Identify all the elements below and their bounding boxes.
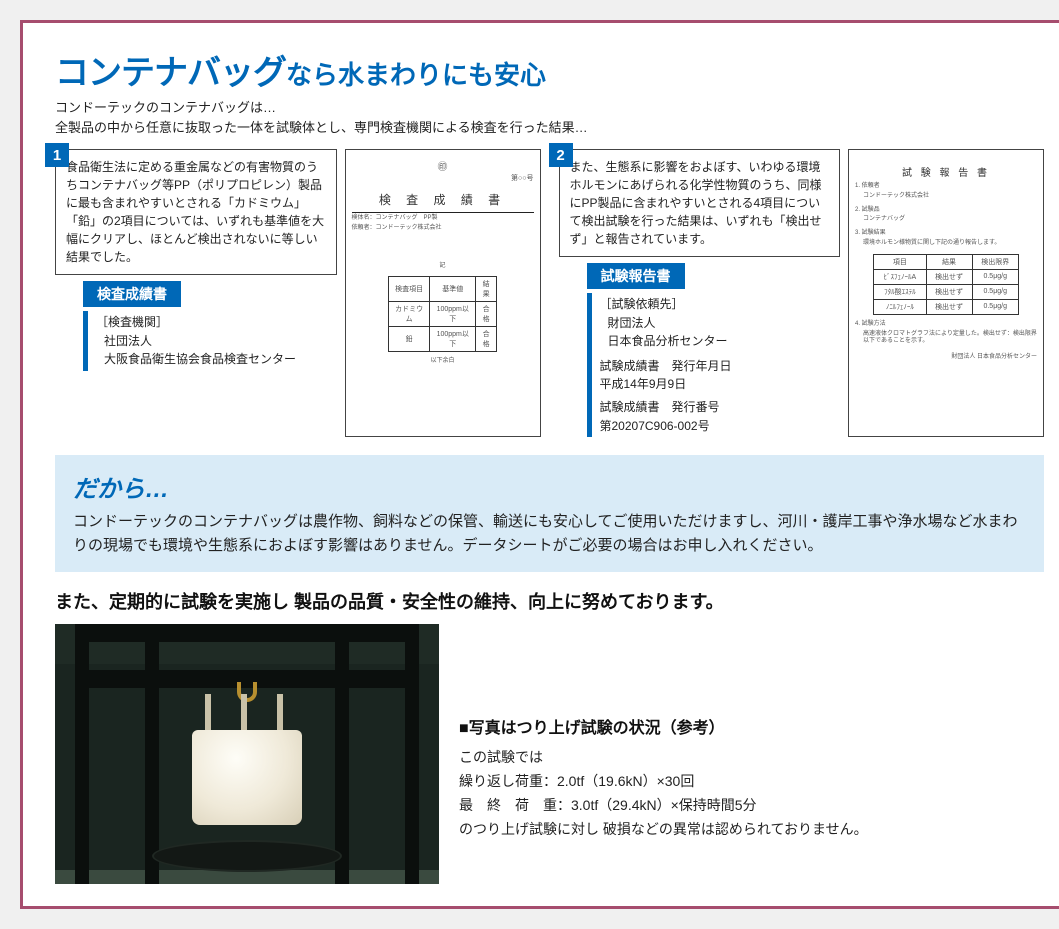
dakara-box: だから… コンドーテックのコンテナバッグは農作物、飼料などの保管、輸送にも安心し… — [55, 455, 1044, 572]
doc-box-2: 試 験 報 告 書 1. 依頼者 コンドーテック株式会社 2. 試験品 コンテナ… — [848, 149, 1044, 437]
photo-line-2: 最 終 荷 重：3.0tf（29.4kN）×保持時間5分 — [459, 794, 1044, 818]
evidence-col-1: 1 食品衛生法に定める重金属などの有害物質のうちコンテナバッグ等PP（ポリプロピ… — [55, 149, 541, 437]
page-frame: コンテナバッグなら水まわりにも安心 コンドーテックのコンテナバッグは… 全製品の… — [20, 20, 1059, 909]
info-body-1: ［検査機関］ 社団法人 大阪食品衛生協会食品検査センター — [83, 311, 337, 371]
doc-title-2: 試 験 報 告 書 — [855, 164, 1037, 179]
info-block-2: 試験報告書 ［試験依頼先］ 財団法人 日本食品分析センター 試験成績書 発行年月… — [559, 263, 841, 437]
info-org-1b: 大阪食品衛生協会食品検査センター — [104, 350, 337, 369]
photo-line-3: のつり上げ試験に対し 破損などの異常は認められておりません。 — [459, 818, 1044, 842]
info-date: 平成14年9月9日 — [600, 375, 841, 394]
photo-body: この試験では 繰り返し荷重：2.0tf（19.6kN）×30回 最 終 荷 重：… — [459, 746, 1044, 841]
intro-line-2: 全製品の中から任意に抜取った一体を試験体とし、専門検査機関による検査を行った結果… — [55, 118, 1044, 138]
dakara-body: コンドーテックのコンテナバッグは農作物、飼料などの保管、輸送にも安心してご使用い… — [73, 510, 1026, 558]
info-date-label: 試験成績書 発行年月日 — [600, 357, 841, 376]
desc-box-2: また、生態系に影響をおよぼす、いわゆる環境ホルモンにあげられる化学性物質のうち、… — [559, 149, 841, 257]
info-num-label: 試験成績書 発行番号 — [600, 398, 841, 417]
badge-1: 1 — [45, 143, 69, 167]
info-org-1a: 社団法人 — [104, 332, 337, 351]
content: コンテナバッグなら水まわりにも安心 コンドーテックのコンテナバッグは… 全製品の… — [35, 35, 1059, 894]
info-num: 第20207C906-002号 — [600, 417, 841, 436]
photo-caption: ■写真はつり上げ試験の状況（参考） この試験では 繰り返し荷重：2.0tf（19… — [459, 714, 1044, 841]
photo-lead: この試験では — [459, 746, 1044, 770]
evidence-col-2: 2 また、生態系に影響をおよぼす、いわゆる環境ホルモンにあげられる化学性物質のう… — [559, 149, 1045, 437]
intro: コンドーテックのコンテナバッグは… 全製品の中から任意に抜取った一体を試験体とし… — [35, 98, 1059, 149]
test-photo — [55, 624, 439, 884]
doc-table-1: 検査項目基準値結果 カドミウム100ppm以下合格 鉛100ppm以下合格 — [388, 276, 497, 352]
photo-title: ■写真はつり上げ試験の状況（参考） — [459, 714, 1044, 738]
info-org-2a: 財団法人 — [608, 314, 841, 333]
info-body-2: ［試験依頼先］ 財団法人 日本食品分析センター 試験成績書 発行年月日 平成14… — [587, 293, 841, 437]
doc-right-1: 第○○号 — [352, 173, 534, 183]
intro-line-1: コンドーテックのコンテナバッグは… — [55, 98, 1044, 118]
info-label-1: 検査成績書 — [83, 281, 181, 307]
info-block-1: 検査成績書 ［検査機関］ 社団法人 大阪食品衛生協会食品検査センター — [55, 281, 337, 371]
dakara-title: だから… — [73, 469, 1026, 504]
info-org-2b: 日本食品分析センター — [608, 332, 841, 351]
badge-2: 2 — [549, 143, 573, 167]
bottom-row: ■写真はつり上げ試験の状況（参考） この試験では 繰り返し荷重：2.0tf（19… — [35, 624, 1059, 894]
doc-box-1: ㊞ 第○○号 検 査 成 績 書 検体名：コンテナバッグ PP製 依頼者：コンド… — [345, 149, 541, 437]
info-label-2: 試験報告書 — [587, 263, 685, 289]
title-strong: コンテナバッグ — [55, 54, 286, 92]
doc-title-1: 検 査 成 績 書 — [352, 191, 534, 208]
doc-table-2: 項目結果検出限界 ﾋﾞｽﾌｪﾉｰﾙA検出せず0.5μg/g ﾌﾀﾙ酸ｴｽﾃﾙ検出… — [873, 254, 1019, 315]
title-row: コンテナバッグなら水まわりにも安心 — [35, 35, 1059, 98]
periodic-note: また、定期的に試験を実施し 製品の品質・安全性の維持、向上に努めております。 — [35, 582, 1059, 624]
evidence-row: 1 食品衛生法に定める重金属などの有害物質のうちコンテナバッグ等PP（ポリプロピ… — [35, 149, 1059, 437]
title-rest: なら水まわりにも安心 — [286, 60, 546, 90]
photo-line-1: 繰り返し荷重：2.0tf（19.6kN）×30回 — [459, 770, 1044, 794]
desc-box-1: 食品衛生法に定める重金属などの有害物質のうちコンテナバッグ等PP（ポリプロピレン… — [55, 149, 337, 275]
info-caption-2: ［試験依頼先］ — [600, 295, 841, 314]
info-caption-1: ［検査機関］ — [96, 313, 337, 332]
